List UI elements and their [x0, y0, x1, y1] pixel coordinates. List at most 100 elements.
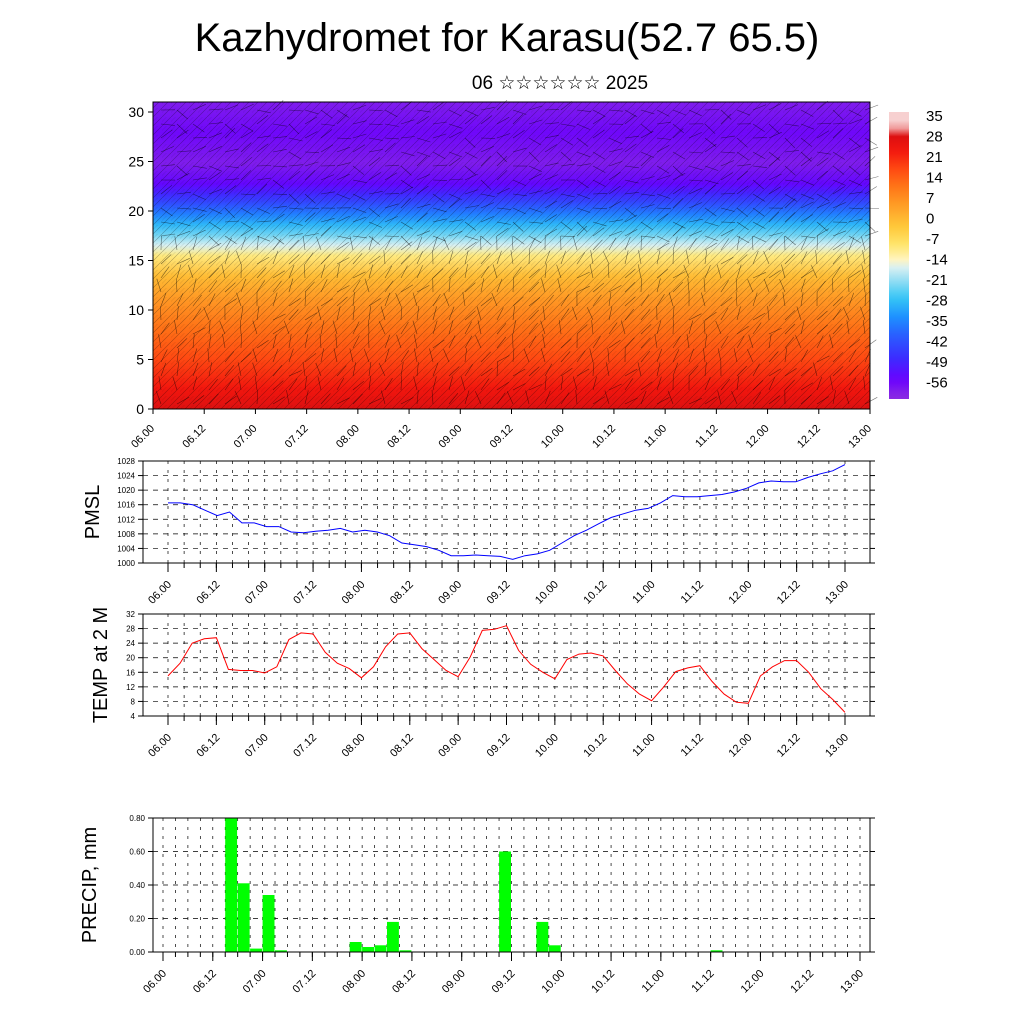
wind-barb	[848, 165, 860, 176]
wind-barb	[720, 335, 729, 349]
x-tick-label: 08.00	[340, 732, 368, 760]
wind-barb	[832, 179, 847, 186]
wind-barb	[208, 242, 222, 251]
wind-barb	[672, 249, 674, 265]
wind-barb	[432, 218, 447, 223]
precip-bar	[499, 851, 511, 952]
wind-barb	[352, 321, 360, 335]
wind-barb	[602, 251, 610, 265]
wind-barb	[238, 376, 242, 391]
wind-barb	[480, 193, 495, 197]
wind-barb	[672, 281, 684, 293]
wind-barb	[496, 278, 503, 293]
wind-barb	[704, 109, 720, 111]
wind-barb	[863, 376, 866, 391]
wind-barb	[476, 306, 482, 321]
wind-barb	[416, 265, 423, 279]
wind-barb	[416, 109, 431, 113]
wind-barb	[512, 347, 515, 363]
wind-barb	[432, 236, 438, 251]
wind-barb	[540, 320, 546, 335]
wind-barb	[400, 136, 415, 139]
wind-barb	[208, 122, 223, 125]
wind-barb	[704, 334, 708, 349]
x-tick-label: 07.00	[243, 579, 271, 607]
wind-barb	[688, 313, 702, 321]
wind-barb	[592, 151, 606, 160]
wind-barb	[640, 123, 652, 134]
wind-barb	[656, 175, 671, 181]
wind-barb	[208, 280, 218, 293]
wind-barb	[448, 366, 460, 377]
wind-barb	[352, 120, 367, 125]
y-tick-label: 1020	[117, 486, 135, 495]
wind-barb	[400, 119, 415, 125]
wind-barb	[496, 221, 511, 225]
wind-barb	[208, 393, 219, 405]
y-tick-label: 0.60	[129, 848, 145, 857]
wind-barb	[735, 291, 738, 307]
wind-barb	[368, 397, 382, 405]
wind-barb	[429, 348, 434, 363]
heatmap-y-tick-label: 30	[128, 104, 144, 120]
wind-barb	[672, 336, 681, 349]
wind-barb	[701, 292, 706, 307]
wind-barb	[176, 362, 180, 377]
wind-barb	[240, 352, 252, 363]
wind-barb	[400, 197, 412, 209]
wind-barb	[448, 277, 451, 293]
colorbar-label: -7	[926, 231, 939, 248]
wind-barb	[576, 109, 591, 112]
wind-barb	[608, 200, 622, 209]
wind-barb	[176, 230, 191, 237]
wind-barb	[384, 123, 399, 127]
wind-barb	[239, 319, 242, 335]
wind-barb	[848, 339, 861, 349]
wind-barb	[528, 137, 542, 146]
wind-barb	[656, 165, 670, 174]
wind-barb	[720, 307, 729, 321]
wind-barb	[304, 193, 316, 204]
wind-barb	[560, 235, 576, 237]
wind-barb	[800, 278, 806, 293]
y-tick-label: 0.40	[129, 881, 145, 890]
heatmap-x-axis: 06.00 06.12 07.00 07.12 08.00 08.12 09.00 09.12…	[129, 409, 874, 451]
wind-barb	[464, 364, 473, 377]
wind-barb	[784, 379, 795, 391]
wind-barb	[240, 157, 253, 167]
y-tick-label: 1004	[117, 544, 135, 553]
wind-barb	[560, 308, 570, 321]
wind-barb	[800, 179, 815, 186]
x-tick-label: 07.00	[243, 732, 271, 760]
wind-barb	[496, 116, 510, 125]
wind-barb	[320, 109, 333, 119]
wind-barb	[320, 264, 326, 279]
wind-barb	[704, 221, 719, 227]
wind-barb	[315, 362, 322, 377]
wind-barb	[464, 390, 470, 405]
wind-barb	[320, 218, 335, 223]
wind-barb	[304, 233, 319, 237]
wind-barb	[512, 368, 526, 377]
wind-barb	[624, 143, 637, 153]
wind-barb	[512, 193, 527, 197]
wind-barb	[224, 250, 230, 265]
wind-barb	[768, 294, 778, 307]
wind-barb	[448, 219, 463, 223]
wind-barb	[187, 264, 194, 279]
wind-barb	[688, 365, 699, 377]
wind-barb	[400, 101, 413, 111]
temp-frame	[142, 613, 871, 717]
wind-barb	[240, 142, 252, 153]
wind-barb	[303, 263, 306, 279]
wind-barb	[496, 355, 510, 363]
wind-barb	[800, 214, 813, 223]
colorbar-label: -56	[926, 375, 948, 392]
wind-barb	[464, 250, 469, 265]
wind-barb	[448, 178, 464, 181]
wind-barb	[224, 178, 239, 181]
wind-barb	[412, 320, 418, 335]
wind-barb	[160, 254, 172, 265]
wind-barb	[560, 221, 573, 231]
wind-barb	[208, 132, 223, 139]
